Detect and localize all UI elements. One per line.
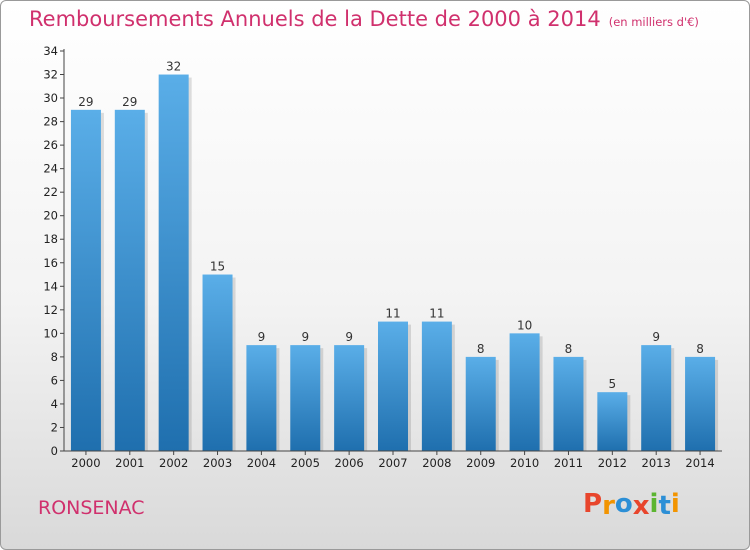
x-tick-label-2010: 2010 xyxy=(510,456,539,470)
x-tick-label-2002: 2002 xyxy=(159,456,188,470)
bar-2001 xyxy=(114,109,145,451)
chart-unit: (en milliers d'€) xyxy=(608,15,699,29)
chart-title: Remboursements Annuels de la Dette de 20… xyxy=(29,7,699,31)
data-label-2010: 10 xyxy=(517,318,532,332)
bar-2011 xyxy=(553,356,584,451)
data-label-2014: 8 xyxy=(696,342,704,356)
data-label-2004: 9 xyxy=(258,330,266,344)
y-tick-label: 8 xyxy=(51,350,58,364)
y-tick-label: 18 xyxy=(43,232,58,246)
logo-letter: x xyxy=(632,491,650,521)
data-label-2009: 8 xyxy=(477,342,485,356)
bar-2012 xyxy=(597,392,628,451)
y-tick-label: 22 xyxy=(43,185,58,199)
logo-letter: o xyxy=(614,489,633,519)
x-tick-label-2006: 2006 xyxy=(334,456,363,470)
bar-2006 xyxy=(334,345,365,451)
data-label-2001: 29 xyxy=(122,95,137,109)
data-label-2012: 5 xyxy=(609,377,617,391)
y-tick-label: 16 xyxy=(43,256,58,270)
bar-2005 xyxy=(290,345,321,451)
y-tick-label: 34 xyxy=(43,44,58,58)
x-tick-label-2003: 2003 xyxy=(203,456,232,470)
data-label-2005: 9 xyxy=(301,330,309,344)
y-tick-label: 10 xyxy=(43,326,58,340)
logo-letter: i xyxy=(670,489,680,519)
x-tick-label-2014: 2014 xyxy=(685,456,714,470)
bar-2000 xyxy=(70,109,101,451)
x-tick-label-2013: 2013 xyxy=(642,456,671,470)
data-label-2006: 9 xyxy=(345,330,353,344)
chart-title-text: Remboursements Annuels de la Dette de 20… xyxy=(29,7,601,31)
bar-2004 xyxy=(246,345,277,451)
bar-2002 xyxy=(158,74,189,451)
data-label-2002: 32 xyxy=(166,60,181,74)
data-label-2003: 15 xyxy=(210,260,225,274)
y-tick-label: 12 xyxy=(43,303,58,317)
x-tick-label-2009: 2009 xyxy=(466,456,495,470)
x-tick-label-2011: 2011 xyxy=(554,456,583,470)
y-tick-label: 6 xyxy=(51,373,58,387)
bar-2003 xyxy=(202,274,233,451)
bar-2007 xyxy=(378,321,408,451)
logo-letter: P xyxy=(583,489,603,519)
logo-letter: r xyxy=(602,491,615,521)
y-tick-label: 26 xyxy=(43,138,58,152)
y-tick-label: 24 xyxy=(43,162,58,176)
x-tick-label-2012: 2012 xyxy=(598,456,627,470)
data-label-2011: 8 xyxy=(565,342,573,356)
data-label-2013: 9 xyxy=(652,330,660,344)
town-name: RONSENAC xyxy=(38,497,145,519)
y-tick-label: 0 xyxy=(51,444,58,458)
y-tick-label: 20 xyxy=(43,209,58,223)
bar-2009 xyxy=(465,356,496,451)
y-tick-label: 28 xyxy=(43,115,58,129)
y-tick-label: 30 xyxy=(43,91,58,105)
logo-letter: t xyxy=(658,491,671,521)
bar-2010 xyxy=(509,333,540,451)
y-tick-label: 32 xyxy=(43,68,58,82)
data-label-2007: 11 xyxy=(385,307,400,321)
y-tick-label: 14 xyxy=(43,279,58,293)
proxiti-logo: Proxiti xyxy=(583,489,680,521)
data-label-2008: 11 xyxy=(429,307,444,321)
y-tick-label: 2 xyxy=(51,420,58,434)
logo-letter: i xyxy=(649,489,659,519)
bar-2008 xyxy=(421,321,452,451)
x-tick-label-2000: 2000 xyxy=(71,456,100,470)
x-tick-label-2007: 2007 xyxy=(378,456,407,470)
x-tick-label-2008: 2008 xyxy=(422,456,451,470)
x-tick-label-2001: 2001 xyxy=(115,456,144,470)
bar-2014 xyxy=(685,356,716,451)
y-tick-label: 4 xyxy=(51,397,58,411)
x-tick-label-2004: 2004 xyxy=(247,456,276,470)
data-label-2000: 29 xyxy=(78,95,93,109)
bar-2013 xyxy=(641,345,672,451)
x-tick-label-2005: 2005 xyxy=(291,456,320,470)
